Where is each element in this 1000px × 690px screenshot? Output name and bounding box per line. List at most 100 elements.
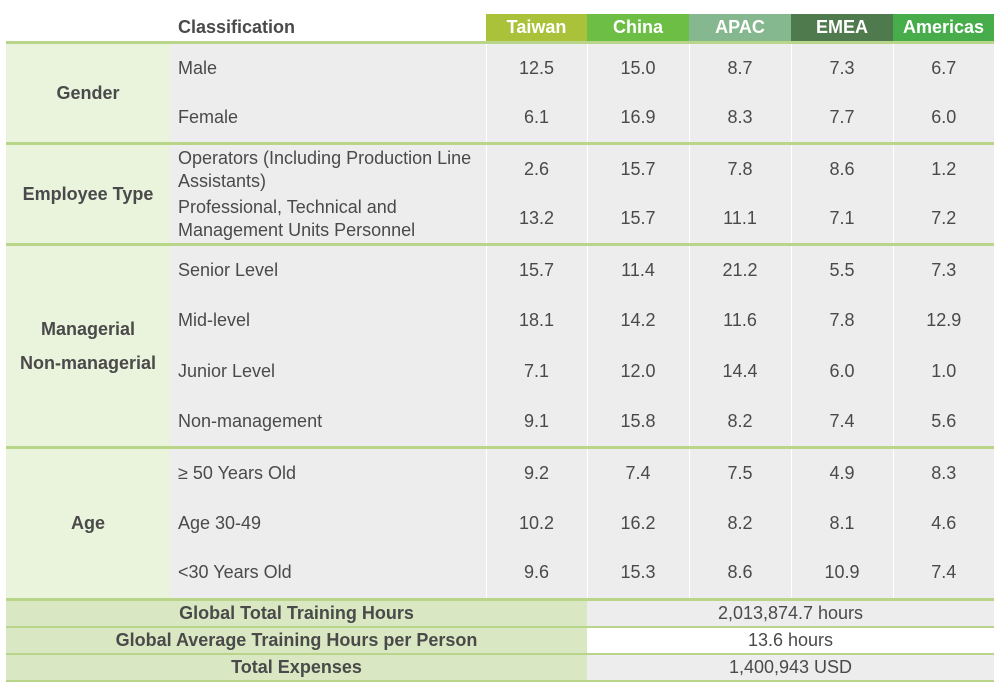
table-row: Junior Level 7.1 12.0 14.4 6.0 1.0 [6, 346, 994, 397]
value-cell: 15.3 [586, 548, 689, 600]
value-cell: 13.2 [485, 194, 587, 245]
row-label: Female [170, 93, 486, 144]
footer-value: 2,013,874.7 hours [587, 597, 994, 628]
row-label: Age 30-49 [170, 497, 486, 549]
header-classification: Classification [170, 14, 486, 43]
value-cell: 8.6 [790, 142, 893, 195]
table-row: Managerial Non-managerial Senior Level 1… [6, 243, 994, 448]
category-label: Managerial [40, 319, 136, 340]
value-cell: 6.0 [790, 346, 893, 397]
value-cell: 16.2 [586, 497, 689, 549]
value-cell: 6.0 [892, 93, 994, 144]
table-row: Age 30-49 10.2 16.2 8.2 8.1 4.6 [6, 497, 994, 549]
value-cell: 8.3 [892, 445, 994, 498]
value-cell: 10.2 [485, 497, 587, 549]
value-cell: 15.7 [485, 243, 587, 296]
value-cell: 12.0 [586, 346, 689, 397]
category-age: Age [6, 445, 170, 600]
table-row: <30 Years Old 9.6 15.3 8.6 10.9 7.4 [6, 548, 994, 600]
value-cell: 7.4 [892, 548, 994, 600]
value-cell: 6.7 [892, 41, 994, 94]
value-cell: 7.4 [790, 396, 893, 448]
value-cell: 8.3 [688, 93, 791, 144]
value-cell: 7.8 [688, 142, 791, 195]
value-cell: 12.9 [892, 295, 994, 347]
table-row: Employee Type Operators (Including Produ… [6, 142, 994, 245]
value-cell: 7.1 [790, 194, 893, 245]
value-cell: 7.2 [892, 194, 994, 245]
value-cell: 21.2 [688, 243, 791, 296]
row-label: Male [170, 41, 486, 94]
value-cell: 7.3 [790, 41, 893, 94]
value-cell: 11.1 [688, 194, 791, 245]
category-gender: Gender [6, 40, 170, 144]
value-cell: 4.9 [790, 445, 893, 498]
footer-value: 13.6 hours [587, 626, 994, 655]
value-cell: 18.1 [485, 295, 587, 347]
table-row: Gender Male 12.5 15.0 8.7 7.3 6.7 [6, 40, 994, 144]
value-cell: 15.8 [586, 396, 689, 448]
value-cell: 7.7 [790, 93, 893, 144]
table-row: Female 6.1 16.9 8.3 7.7 6.0 [6, 93, 994, 144]
row-label: Operators (Including Production Line Ass… [170, 142, 486, 195]
value-cell: 15.7 [586, 194, 689, 245]
row-label: ≥ 50 Years Old [170, 445, 486, 498]
footer-value: 1,400,943 USD [587, 653, 994, 682]
value-cell: 4.6 [892, 497, 994, 549]
value-cell: 1.2 [892, 142, 994, 195]
value-cell: 8.2 [688, 396, 791, 448]
value-cell: 10.9 [790, 548, 893, 600]
value-cell: 5.5 [790, 243, 893, 296]
value-cell: 8.1 [790, 497, 893, 549]
row-label: Senior Level [170, 243, 486, 296]
value-cell: 8.2 [688, 497, 791, 549]
category-label: Gender [56, 83, 120, 104]
header-region-apac: APAC [689, 14, 791, 43]
value-cell: 16.9 [586, 93, 689, 144]
category-label: Employee Type [22, 184, 154, 205]
value-cell: 7.5 [688, 445, 791, 498]
value-cell: 8.6 [688, 548, 791, 600]
value-cell: 5.6 [892, 396, 994, 448]
category-managerial: Managerial Non-managerial [6, 243, 170, 448]
category-label: Non-managerial [19, 353, 157, 374]
header-region-china: China [587, 14, 689, 43]
footer-row-total-expenses: Total Expenses 1,400,943 USD [6, 653, 994, 682]
header-region-americas: Americas [893, 14, 994, 43]
table-row: Professional, Technical and Management U… [6, 194, 994, 245]
row-label: Professional, Technical and Management U… [170, 194, 486, 245]
table-row: Non-management 9.1 15.8 8.2 7.4 5.6 [6, 396, 994, 448]
value-cell: 15.0 [586, 41, 689, 94]
table-row: Mid-level 18.1 14.2 11.6 7.8 12.9 [6, 295, 994, 347]
header-region-emea: EMEA [791, 14, 893, 43]
value-cell: 11.4 [586, 243, 689, 296]
value-cell: 1.0 [892, 346, 994, 397]
footer-row-total-hours: Global Total Training Hours 2,013,874.7 … [6, 597, 994, 628]
header-region-taiwan: Taiwan [486, 14, 587, 43]
category-employee-type: Employee Type [6, 142, 170, 245]
row-label: Junior Level [170, 346, 486, 397]
row-label: Mid-level [170, 295, 486, 347]
value-cell: 2.6 [485, 142, 587, 195]
value-cell: 9.6 [485, 548, 587, 600]
table-row: Age ≥ 50 Years Old 9.2 7.4 7.5 4.9 8.3 [6, 445, 994, 600]
footer-label: Global Average Training Hours per Person [6, 626, 587, 655]
row-label: <30 Years Old [170, 548, 486, 600]
value-cell: 8.7 [688, 41, 791, 94]
training-hours-table: Classification Taiwan China APAC EMEA Am… [6, 14, 994, 682]
value-cell: 14.2 [586, 295, 689, 347]
header-row: Classification Taiwan China APAC EMEA Am… [6, 14, 994, 43]
footer-label: Global Total Training Hours [6, 597, 587, 628]
value-cell: 6.1 [485, 93, 587, 144]
value-cell: 7.3 [892, 243, 994, 296]
category-label: Age [70, 513, 105, 534]
value-cell: 7.1 [485, 346, 587, 397]
value-cell: 12.5 [485, 41, 587, 94]
footer-label: Total Expenses [6, 653, 587, 682]
value-cell: 11.6 [688, 295, 791, 347]
header-blank-cell [6, 14, 170, 43]
value-cell: 7.8 [790, 295, 893, 347]
value-cell: 15.7 [586, 142, 689, 195]
training-hours-table-container: Classification Taiwan China APAC EMEA Am… [6, 14, 994, 682]
footer-row-average-hours: Global Average Training Hours per Person… [6, 626, 994, 655]
